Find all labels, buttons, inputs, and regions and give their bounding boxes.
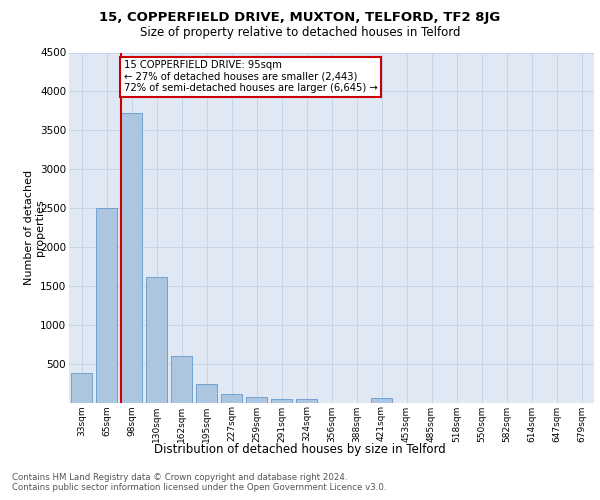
Y-axis label: Number of detached
properties: Number of detached properties: [23, 170, 45, 285]
Text: Distribution of detached houses by size in Telford: Distribution of detached houses by size …: [154, 442, 446, 456]
Bar: [246, 398, 267, 402]
Bar: [121, 113, 142, 403]
Text: Contains HM Land Registry data © Crown copyright and database right 2024.
Contai: Contains HM Land Registry data © Crown c…: [12, 472, 386, 492]
Bar: [296, 400, 317, 402]
Bar: [146, 276, 167, 402]
Bar: [221, 394, 242, 402]
Bar: [96, 208, 117, 402]
Bar: [196, 384, 217, 402]
Text: 15 COPPERFIELD DRIVE: 95sqm
← 27% of detached houses are smaller (2,443)
72% of : 15 COPPERFIELD DRIVE: 95sqm ← 27% of det…: [124, 60, 377, 94]
Bar: [371, 398, 392, 402]
Bar: [71, 374, 92, 402]
Bar: [171, 356, 192, 403]
Bar: [271, 400, 292, 402]
Text: 15, COPPERFIELD DRIVE, MUXTON, TELFORD, TF2 8JG: 15, COPPERFIELD DRIVE, MUXTON, TELFORD, …: [100, 12, 500, 24]
Text: Size of property relative to detached houses in Telford: Size of property relative to detached ho…: [140, 26, 460, 39]
